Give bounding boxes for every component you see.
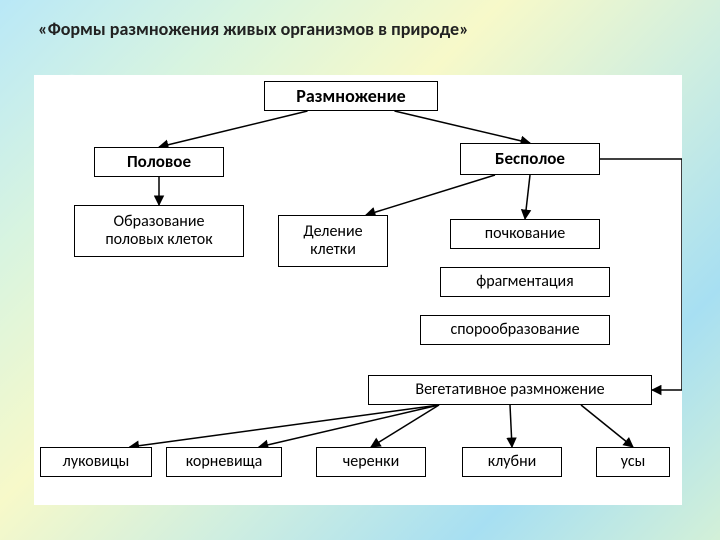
edge-vegetative-rhizomes: [259, 405, 439, 447]
node-spores: спорообразование: [420, 315, 610, 345]
slide-canvas: «Формы размножения живых организмов в пр…: [0, 0, 720, 540]
edge-vegetative-tubers: [510, 405, 512, 447]
node-sexual: Половое: [94, 147, 224, 177]
edge-asexual-division: [366, 175, 495, 215]
page-title: «Формы размножения живых организмов в пр…: [38, 18, 598, 40]
edge-root-asexual: [395, 111, 531, 143]
edge-asexual-budding: [525, 175, 530, 219]
node-tubers: клубни: [462, 447, 562, 477]
edge-vegetative-runners: [581, 405, 633, 447]
node-rhizomes: корневища: [166, 447, 282, 477]
diagram-panel: Размножение Половое Бесполое Образование по…: [34, 75, 682, 505]
edge-vegetative-bulbs: [130, 405, 439, 447]
edge-root-sexual: [159, 111, 308, 147]
node-budding: почкование: [450, 219, 600, 249]
node-gametes: Образование половых клеток: [74, 205, 244, 257]
node-root: Размножение: [264, 81, 438, 111]
node-vegetative: Вегетативное размножение: [368, 375, 652, 405]
node-division: Деление клетки: [278, 215, 388, 267]
node-cuttings: черенки: [316, 447, 426, 477]
edge-asexual-vegetative: [600, 159, 682, 390]
edge-vegetative-cuttings: [371, 405, 439, 447]
node-fragment: фрагментация: [440, 267, 610, 297]
node-bulbs: луковицы: [40, 447, 152, 477]
node-runners: усы: [596, 447, 670, 477]
node-asexual: Бесполое: [460, 143, 600, 175]
